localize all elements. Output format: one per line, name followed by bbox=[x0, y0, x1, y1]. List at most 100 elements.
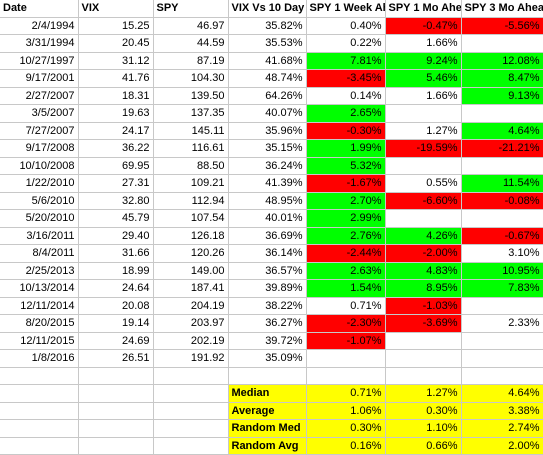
vix-vs-10-day-cell[interactable]: 39.72% bbox=[228, 332, 307, 350]
vix-vs-10-day-cell[interactable]: 48.95% bbox=[228, 192, 307, 210]
date-cell[interactable]: 2/27/2007 bbox=[0, 87, 79, 105]
vix-vs-10-day-cell[interactable]: 38.22% bbox=[228, 297, 307, 315]
empty-cell[interactable] bbox=[228, 367, 307, 385]
empty-cell[interactable] bbox=[78, 437, 154, 455]
spy-3-month-cell[interactable] bbox=[461, 157, 543, 175]
spy-1-week-cell[interactable]: -2.44% bbox=[306, 244, 386, 263]
date-cell[interactable]: 10/27/1997 bbox=[0, 52, 79, 70]
summary-label-cell[interactable]: Random Avg bbox=[228, 437, 307, 455]
empty-cell[interactable] bbox=[0, 437, 79, 455]
spy-1-month-cell[interactable]: -3.69% bbox=[385, 314, 462, 333]
summary-spy-1-month-cell[interactable]: 1.27% bbox=[385, 384, 462, 403]
vix-vs-10-day-cell[interactable]: 35.82% bbox=[228, 17, 307, 35]
vix-vs-10-day-cell[interactable]: 40.07% bbox=[228, 104, 307, 123]
header-date[interactable]: Date bbox=[0, 0, 79, 18]
spy-3-month-cell[interactable] bbox=[461, 209, 543, 228]
spy-cell[interactable]: 109.21 bbox=[153, 174, 229, 193]
summary-spy-3-month-cell[interactable]: 4.64% bbox=[461, 384, 543, 403]
spy-1-month-cell[interactable]: -19.59% bbox=[385, 139, 462, 158]
vix-vs-10-day-cell[interactable]: 36.24% bbox=[228, 157, 307, 175]
spy-cell[interactable]: 145.11 bbox=[153, 122, 229, 140]
spy-cell[interactable]: 120.26 bbox=[153, 244, 229, 263]
spy-cell[interactable]: 203.97 bbox=[153, 314, 229, 333]
vix-cell[interactable]: 24.17 bbox=[78, 122, 154, 140]
spy-3-month-cell[interactable]: 11.54% bbox=[461, 174, 543, 193]
spy-cell[interactable]: 88.50 bbox=[153, 157, 229, 175]
spy-1-week-cell[interactable]: 0.22% bbox=[306, 34, 386, 53]
spy-1-month-cell[interactable]: 1.27% bbox=[385, 122, 462, 140]
spy-1-week-cell[interactable]: -1.67% bbox=[306, 174, 386, 193]
spy-1-week-cell[interactable]: 2.65% bbox=[306, 104, 386, 123]
spy-cell[interactable]: 137.35 bbox=[153, 104, 229, 123]
header-spy[interactable]: SPY bbox=[153, 0, 229, 18]
spy-cell[interactable]: 46.97 bbox=[153, 17, 229, 35]
header-spy-1-week[interactable]: SPY 1 Week Ah bbox=[306, 0, 386, 18]
spy-1-month-cell[interactable]: 5.46% bbox=[385, 69, 462, 88]
spy-1-month-cell[interactable]: 9.24% bbox=[385, 52, 462, 70]
vix-vs-10-day-cell[interactable]: 48.74% bbox=[228, 69, 307, 88]
spy-1-month-cell[interactable] bbox=[385, 104, 462, 123]
spy-3-month-cell[interactable]: 8.47% bbox=[461, 69, 543, 88]
summary-spy-1-month-cell[interactable]: 0.66% bbox=[385, 437, 462, 455]
spy-1-month-cell[interactable]: 4.26% bbox=[385, 227, 462, 245]
spy-1-week-cell[interactable]: 2.76% bbox=[306, 227, 386, 245]
spy-3-month-cell[interactable]: 2.33% bbox=[461, 314, 543, 333]
spy-cell[interactable]: 104.30 bbox=[153, 69, 229, 88]
vix-vs-10-day-cell[interactable]: 35.96% bbox=[228, 122, 307, 140]
date-cell[interactable]: 7/27/2007 bbox=[0, 122, 79, 140]
date-cell[interactable]: 1/22/2010 bbox=[0, 174, 79, 193]
empty-cell[interactable] bbox=[153, 402, 229, 420]
spy-3-month-cell[interactable]: -0.08% bbox=[461, 192, 543, 210]
spy-1-week-cell[interactable]: 2.99% bbox=[306, 209, 386, 228]
spy-3-month-cell[interactable]: 4.64% bbox=[461, 122, 543, 140]
summary-label-cell[interactable]: Random Med bbox=[228, 419, 307, 438]
summary-spy-3-month-cell[interactable]: 2.00% bbox=[461, 437, 543, 455]
vix-cell[interactable]: 41.76 bbox=[78, 69, 154, 88]
vix-cell[interactable]: 29.40 bbox=[78, 227, 154, 245]
date-cell[interactable]: 3/5/2007 bbox=[0, 104, 79, 123]
vix-cell[interactable]: 69.95 bbox=[78, 157, 154, 175]
date-cell[interactable]: 8/4/2011 bbox=[0, 244, 79, 263]
header-spy-3-month[interactable]: SPY 3 Mo Ahead bbox=[461, 0, 543, 18]
spy-cell[interactable]: 149.00 bbox=[153, 262, 229, 280]
spy-3-month-cell[interactable]: -0.67% bbox=[461, 227, 543, 245]
empty-cell[interactable] bbox=[0, 384, 79, 403]
vix-vs-10-day-cell[interactable]: 39.89% bbox=[228, 279, 307, 298]
spy-cell[interactable]: 116.61 bbox=[153, 139, 229, 158]
date-cell[interactable]: 2/4/1994 bbox=[0, 17, 79, 35]
empty-cell[interactable] bbox=[153, 419, 229, 438]
vix-cell[interactable]: 27.31 bbox=[78, 174, 154, 193]
vix-cell[interactable]: 31.12 bbox=[78, 52, 154, 70]
header-vix[interactable]: VIX bbox=[78, 0, 154, 18]
spy-1-week-cell[interactable]: 1.99% bbox=[306, 139, 386, 158]
empty-cell[interactable] bbox=[153, 367, 229, 385]
date-cell[interactable]: 12/11/2015 bbox=[0, 332, 79, 350]
empty-cell[interactable] bbox=[0, 367, 79, 385]
date-cell[interactable]: 1/8/2016 bbox=[0, 349, 79, 368]
vix-cell[interactable]: 24.64 bbox=[78, 279, 154, 298]
summary-spy-1-week-cell[interactable]: 1.06% bbox=[306, 402, 386, 420]
date-cell[interactable]: 8/20/2015 bbox=[0, 314, 79, 333]
summary-spy-3-month-cell[interactable]: 3.38% bbox=[461, 402, 543, 420]
summary-label-cell[interactable]: Average bbox=[228, 402, 307, 420]
vix-cell[interactable]: 20.08 bbox=[78, 297, 154, 315]
summary-spy-1-week-cell[interactable]: 0.16% bbox=[306, 437, 386, 455]
spy-1-month-cell[interactable]: 0.55% bbox=[385, 174, 462, 193]
spy-3-month-cell[interactable]: 7.83% bbox=[461, 279, 543, 298]
spy-1-week-cell[interactable]: 5.32% bbox=[306, 157, 386, 175]
summary-spy-1-month-cell[interactable]: 1.10% bbox=[385, 419, 462, 438]
vix-cell[interactable]: 19.14 bbox=[78, 314, 154, 333]
header-vix-vs-10-day[interactable]: VIX Vs 10 Day bbox=[228, 0, 307, 18]
spy-1-week-cell[interactable]: 0.71% bbox=[306, 297, 386, 315]
empty-cell[interactable] bbox=[153, 384, 229, 403]
spy-cell[interactable]: 204.19 bbox=[153, 297, 229, 315]
empty-cell[interactable] bbox=[78, 419, 154, 438]
empty-cell[interactable] bbox=[306, 367, 386, 385]
spy-3-month-cell[interactable] bbox=[461, 104, 543, 123]
vix-cell[interactable]: 18.99 bbox=[78, 262, 154, 280]
date-cell[interactable]: 12/11/2014 bbox=[0, 297, 79, 315]
empty-cell[interactable] bbox=[0, 402, 79, 420]
vix-cell[interactable]: 36.22 bbox=[78, 139, 154, 158]
spy-1-month-cell[interactable]: 8.95% bbox=[385, 279, 462, 298]
spy-cell[interactable]: 187.41 bbox=[153, 279, 229, 298]
